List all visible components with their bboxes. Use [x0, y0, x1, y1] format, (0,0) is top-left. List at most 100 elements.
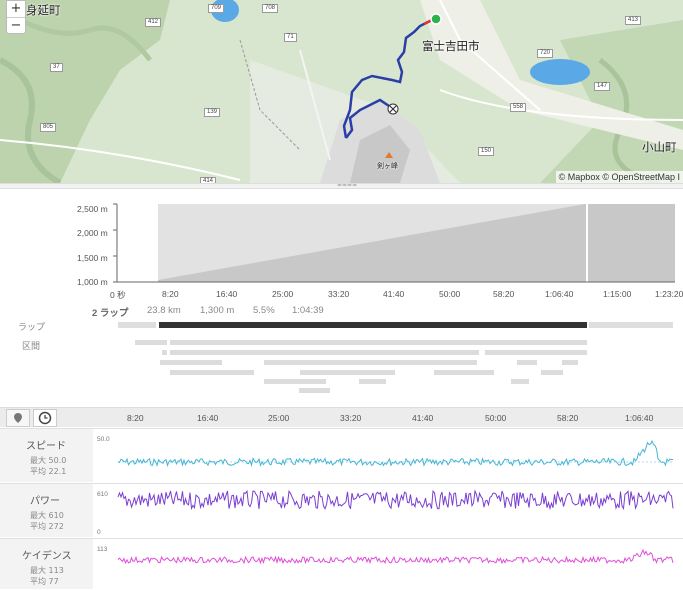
peak-label: 剣ヶ峰 [377, 162, 398, 170]
city-label-minobu: 身延町 [26, 3, 61, 17]
elev-xtick: 50:00 [439, 289, 461, 299]
road-720: 720 [537, 49, 554, 58]
elev-xtick: 25:00 [272, 289, 294, 299]
elevation-panel: 2,500 m 2,000 m 1,500 m 1,000 m 0 秒 8:20… [0, 190, 683, 410]
road-709: 709 [208, 4, 225, 13]
segment-bar[interactable] [299, 388, 330, 393]
elev-xtick: 16:40 [216, 289, 238, 299]
road-139: 139 [204, 108, 221, 117]
elev-xtick: 1:15:00 [603, 289, 632, 299]
time-mode-button[interactable] [33, 409, 57, 427]
time-axis-tick: 50:00 [485, 413, 507, 423]
segment-bar[interactable] [511, 379, 529, 384]
lap-bar[interactable] [118, 322, 156, 328]
metric-title: スピード [26, 441, 66, 452]
segment-bar[interactable] [434, 370, 494, 375]
lap-bar[interactable] [589, 322, 673, 328]
clock-icon [38, 411, 52, 425]
road-71: 71 [284, 33, 297, 42]
road-558: 558 [510, 103, 527, 112]
road-708: 708 [262, 4, 279, 13]
segment-bar[interactable] [160, 360, 222, 365]
segment-bar[interactable] [162, 350, 167, 355]
metric-avg: 平均 272 [30, 522, 64, 531]
metric-avg: 平均 22.1 [30, 467, 67, 476]
elevation-profile [158, 204, 675, 282]
cadence-trace [117, 548, 674, 565]
road-805: 805 [40, 123, 57, 132]
road-37: 37 [50, 63, 63, 72]
lap-bar-selected[interactable] [159, 322, 587, 328]
metric-max: 最大 113 [30, 566, 64, 575]
lap-segment-bars [118, 322, 673, 393]
segment-bar[interactable] [541, 370, 563, 375]
metric-row-power[interactable]: パワー 最大 610 平均 272 610 0 [0, 483, 683, 537]
lap-climb: 1,300 m [200, 305, 235, 316]
metric-row-cadence[interactable]: ケイデンス 最大 113 平均 77 113 [0, 538, 683, 589]
metric-row-speed[interactable]: スピード 最大 50.0 平均 22.1 50.0 [0, 428, 683, 482]
elev-ytick-2500: 2,500 m [77, 204, 108, 214]
segment-bar[interactable] [359, 379, 386, 384]
elev-xtick: 1:06:40 [545, 289, 574, 299]
segment-bar[interactable] [170, 350, 479, 355]
road-412: 412 [145, 18, 162, 27]
elev-xtick: 33:20 [328, 289, 350, 299]
metric-header: パワー 最大 610 平均 272 [0, 484, 93, 537]
segment-bar[interactable] [170, 370, 254, 375]
map-pin-icon [14, 413, 22, 423]
time-axis-tick: 41:40 [412, 413, 434, 423]
metric-ymax: 113 [97, 546, 108, 553]
peak-icon [385, 152, 393, 158]
elev-xtick: 58:20 [493, 289, 515, 299]
segment-bar[interactable] [264, 379, 326, 384]
elevation-chart[interactable] [0, 200, 683, 300]
lap-distance: 23.8 km [147, 305, 181, 316]
zoom-in-button[interactable]: + [10, 1, 22, 16]
route-map[interactable]: 709 708 412 413 71 37 720 147 805 139 55… [0, 0, 683, 183]
resize-handle[interactable]: ==== [0, 183, 683, 189]
metric-header: ケイデンス 最大 113 平均 77 [0, 539, 93, 589]
lap-time: 1:04:39 [292, 305, 324, 316]
time-axis-tick: 25:00 [268, 413, 290, 423]
chart-toolbar: 8:20 16:40 25:00 33:20 41:40 50:00 58:20… [0, 407, 683, 427]
city-label-fujiyoshida: 富士吉田市 [422, 39, 480, 53]
segment-bar[interactable] [485, 350, 587, 355]
segment-bar[interactable] [517, 360, 537, 365]
city-label-oyama: 小山町 [642, 140, 677, 154]
elev-xtick: 8:20 [162, 289, 179, 299]
segment-bar[interactable] [170, 340, 587, 345]
segment-row-label: 区間 [22, 342, 41, 352]
time-axis-tick: 58:20 [557, 413, 579, 423]
metric-ymax: 50.0 [97, 436, 110, 443]
zoom-out-button[interactable]: − [7, 17, 25, 33]
time-axis-tick: 16:40 [197, 413, 219, 423]
road-414: 414 [200, 177, 217, 183]
segment-bar[interactable] [562, 360, 578, 365]
metric-header: スピード 最大 50.0 平均 22.1 [0, 429, 93, 482]
time-axis-tick: 33:20 [340, 413, 362, 423]
metric-line [117, 489, 674, 511]
road-413: 413 [625, 16, 642, 25]
segment-bar[interactable] [264, 360, 477, 365]
map-terrain [0, 0, 683, 183]
metric-title: ケイデンス [22, 551, 72, 562]
time-axis-tick: 1:06:40 [625, 413, 654, 423]
elev-xtick: 1:23:20 [655, 289, 683, 299]
map-attribution[interactable]: © Mapbox © OpenStreetMap I [555, 171, 683, 183]
metric-ymin: 0 [97, 529, 101, 536]
elev-xtick: 0 秒 [110, 290, 126, 300]
metric-avg: 平均 77 [30, 577, 59, 586]
start-marker[interactable] [430, 13, 442, 25]
road-147: 147 [594, 82, 611, 91]
location-mode-button[interactable] [6, 409, 30, 427]
road-150: 150 [478, 147, 495, 156]
metric-max: 最大 610 [30, 511, 64, 520]
metric-ymax: 610 [97, 491, 108, 498]
zoom-control: + − [6, 0, 26, 34]
elev-ytick-2000: 2,000 m [77, 228, 108, 238]
segment-bar[interactable] [135, 340, 167, 345]
lap-grade: 5.5% [253, 305, 275, 316]
lap-count: 2 ラップ [92, 308, 129, 319]
metric-max: 最大 50.0 [30, 456, 67, 465]
segment-bar[interactable] [300, 370, 395, 375]
